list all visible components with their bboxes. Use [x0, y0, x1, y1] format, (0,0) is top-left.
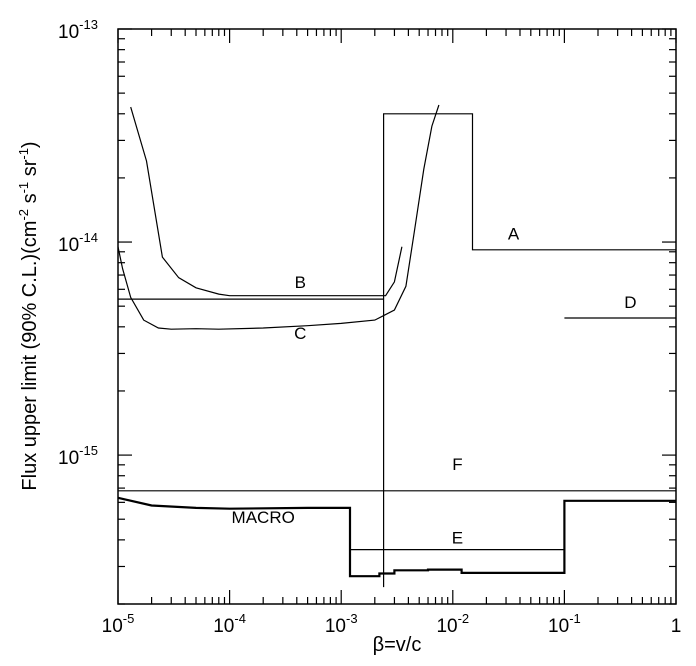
series-label-a: A: [508, 224, 520, 243]
series-label-macro: MACRO: [232, 508, 295, 527]
y-axis-title-mid-1: s: [19, 193, 41, 209]
x-tick-label-exponent: -3: [346, 611, 358, 626]
series-line-b: [130, 106, 403, 297]
x-tick-label: 10-5: [102, 611, 135, 637]
x-tick-label: 10-3: [325, 611, 358, 637]
x-tick-label-base: 10: [436, 616, 457, 637]
x-tick-label-exponent: -4: [234, 611, 246, 626]
series-label-e: E: [452, 528, 463, 547]
y-tick-label-exponent: -13: [79, 17, 98, 32]
series-label-f: F: [452, 455, 462, 474]
x-tick-label-exponent: -5: [123, 611, 135, 626]
x-tick-label: 10-2: [436, 611, 469, 637]
x-axis-title: β=v/c: [373, 634, 422, 656]
y-axis-title-mid-2: sr: [19, 159, 41, 182]
x-tick-label-base: 10: [325, 616, 346, 637]
series-label-c: C: [294, 324, 306, 343]
y-axis-title: Flux upper limit (90% C.L.)(cm-2 s-1 sr-…: [16, 141, 41, 490]
x-tick-label-exponent: -2: [458, 611, 470, 626]
y-tick-label-exponent: -15: [79, 443, 98, 458]
x-tick-label: 10-4: [213, 611, 246, 637]
x-tick-label-exponent: -1: [569, 611, 581, 626]
y-tick-label-exponent: -14: [79, 230, 98, 245]
y-axis-title-main: Flux upper limit (90% C.L.)(cm: [19, 221, 41, 491]
y-tick-label-base: 10: [58, 235, 79, 256]
x-tick-label-base: 10: [213, 616, 234, 637]
series-line-macro: [117, 496, 676, 578]
series-label-b: B: [295, 273, 306, 292]
y-tick-label: 10-13: [58, 17, 98, 43]
y-tick-label: 10-14: [58, 230, 98, 256]
x-tick-label: 1: [671, 616, 682, 637]
axis-ticks: [117, 28, 677, 605]
y-axis-title-end: ): [19, 141, 41, 148]
plot-frame: [117, 28, 677, 605]
series-labels: A B C D E F MACRO: [232, 224, 637, 547]
x-tick-label-base: 1: [671, 616, 682, 637]
y-tick-label-base: 10: [58, 448, 79, 469]
x-tick-label-base: 10: [548, 616, 569, 637]
series-label-d: D: [624, 293, 636, 312]
y-axis-title-exp-1: -2: [16, 209, 31, 221]
x-tick-label-base: 10: [102, 616, 123, 637]
series-line-a: [383, 113, 676, 588]
y-tick-label-base: 10: [58, 22, 79, 43]
series-layer: [117, 104, 676, 588]
series-line-c: [117, 104, 440, 330]
x-tick-label: 10-1: [548, 611, 581, 637]
y-axis-title-exp-3: -1: [16, 148, 31, 160]
y-axis-title-exp-2: -1: [16, 182, 31, 194]
y-tick-label: 10-15: [58, 443, 98, 469]
